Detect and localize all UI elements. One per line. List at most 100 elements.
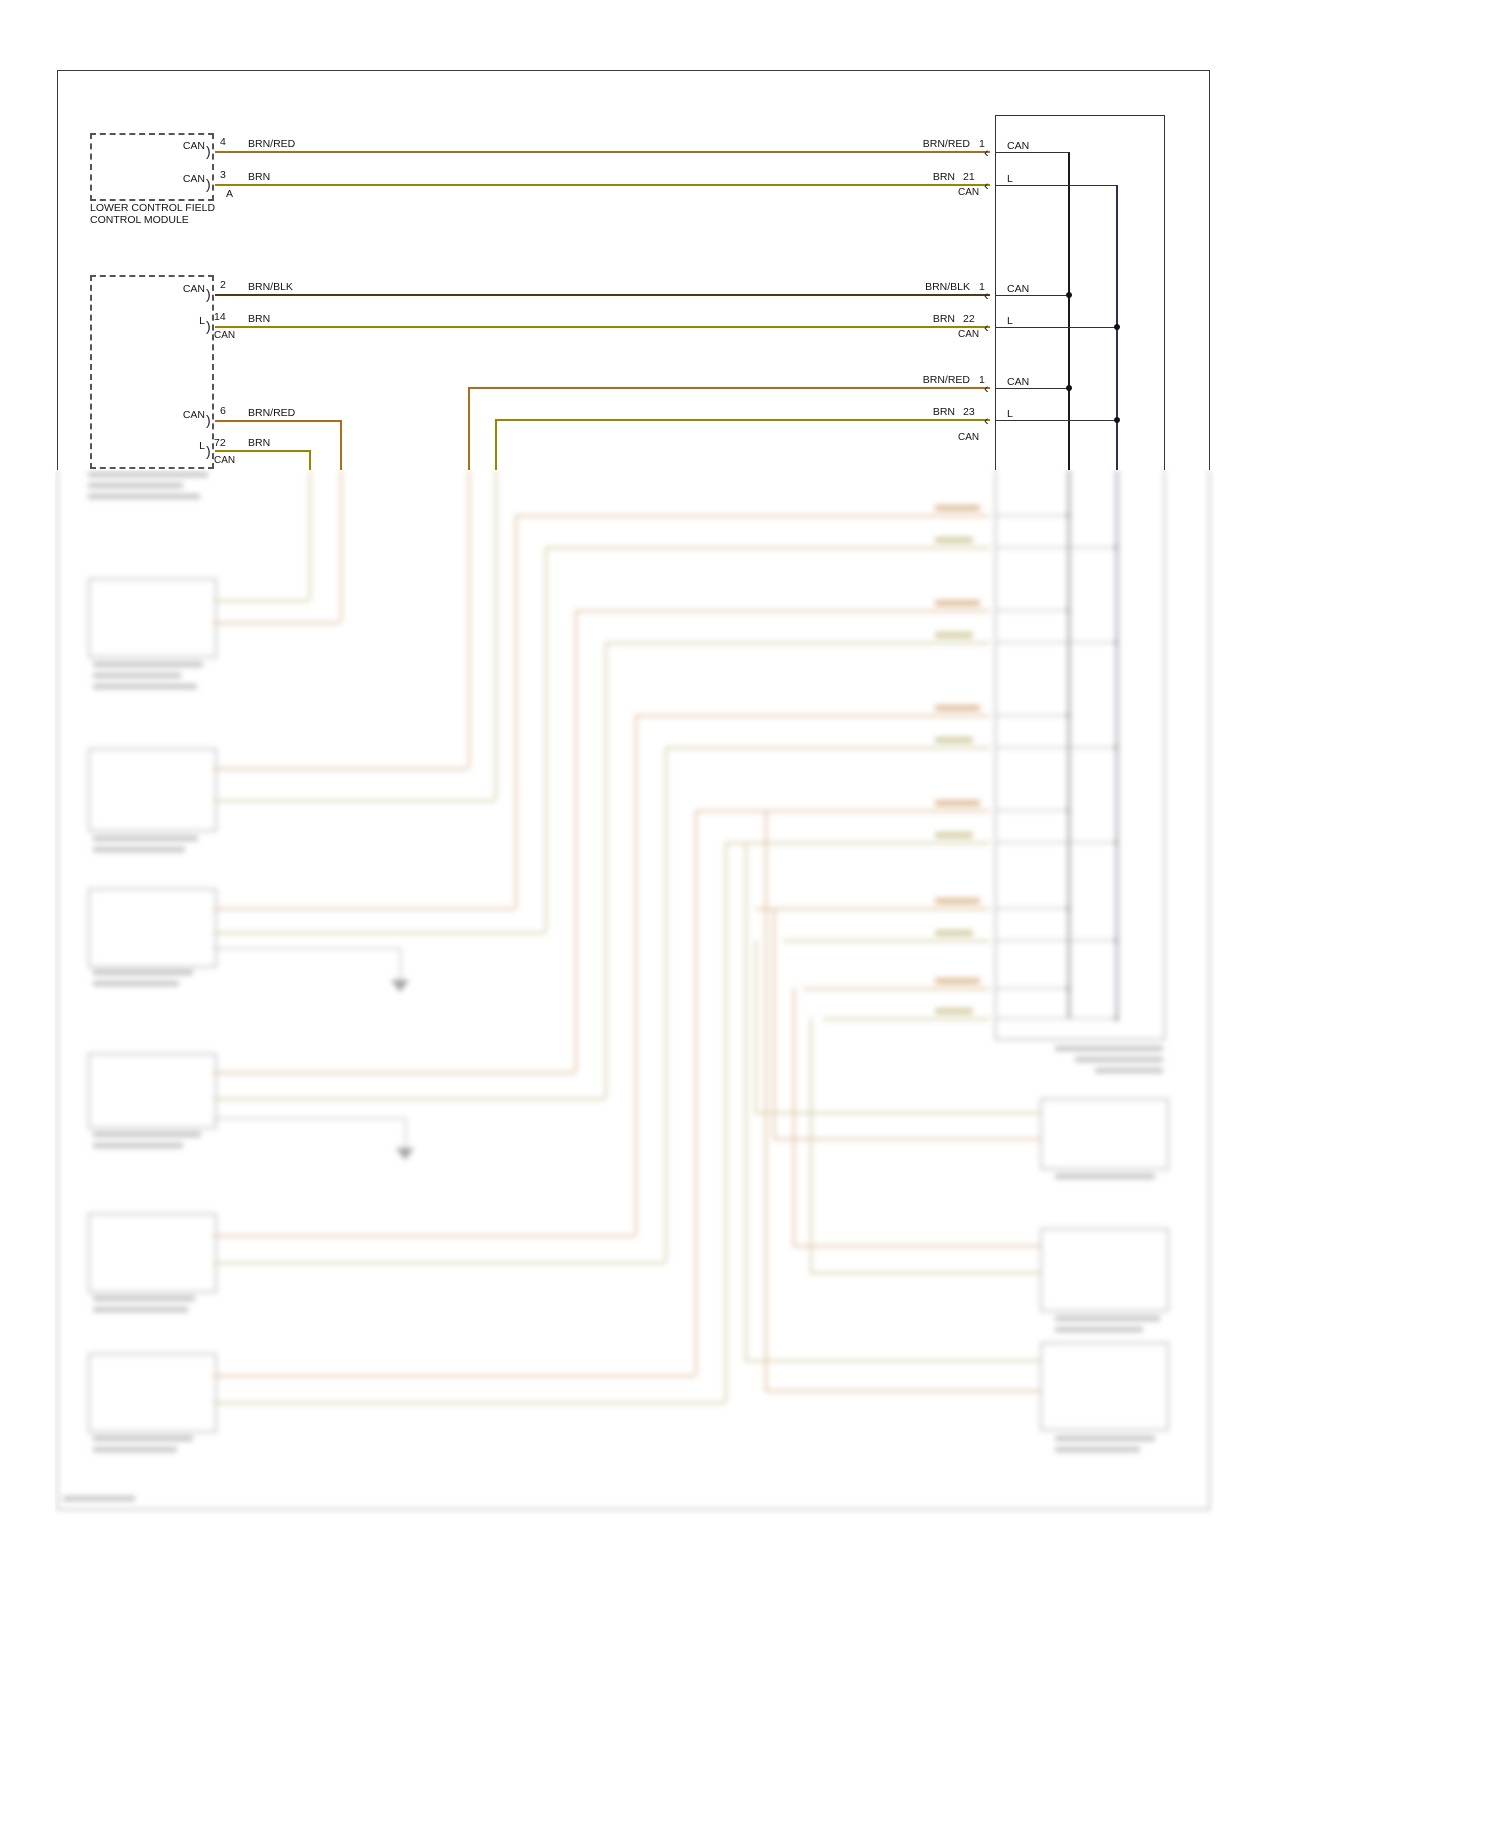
component-box [88,1213,217,1293]
pin-bracket-icon: ) [206,176,211,192]
label-bar [93,1143,183,1148]
right-pin-number: 22 [963,313,975,325]
junction-dot [1066,986,1071,991]
wire-segment [725,842,990,844]
component-box [88,888,217,968]
in-box-stub [995,185,1117,186]
wire-segment [810,1018,812,1272]
junction-dot [1114,938,1119,943]
wire-segment [605,642,990,644]
pin-bracket-icon: ) [206,143,211,159]
l-bus-line [1116,470,1118,1018]
wire-segment [213,600,309,602]
label-bar [1055,1046,1163,1051]
right-wire-label: BRN/RED [922,138,970,150]
wire-label: BRN/BLK [248,281,293,293]
wire-label: BRN [248,171,271,183]
wire-segment [755,908,990,910]
wire-label: BRN/RED [248,407,296,419]
wire-segment [755,1112,1040,1114]
pin-bracket-icon: ) [206,286,211,302]
right-row-note: CAN [958,329,980,340]
wire-segment [495,470,497,800]
wire-segment [665,747,667,1262]
in-box-stub [995,810,1068,811]
in-box-stub [995,715,1068,716]
label-bar [93,981,179,986]
wire-segment [215,294,990,296]
junction-dot [1114,545,1119,550]
wire-segment [470,387,990,389]
right-pin-number: 1 [979,281,985,293]
junction-dot [1066,513,1071,518]
diagram-frame [57,1509,1210,1510]
label-bar [935,800,980,806]
wire-arrow-icon: ‹ [984,144,989,160]
pin-bracket-icon: ) [206,443,211,459]
junction-dot [1114,1016,1119,1021]
component-box [1040,1098,1169,1170]
in-box-stub [995,295,1069,296]
wire-arrow-icon: ‹ [984,287,989,303]
connector-box-edge [1164,470,1165,1040]
wire-segment [725,842,727,1402]
label-bar [93,662,203,667]
wire-segment [215,184,990,186]
wire-segment [773,1138,1040,1140]
wire-segment [215,151,990,153]
label-bar [93,1447,177,1452]
in-box-stub [995,388,1069,389]
wire-segment [545,547,990,549]
junction-dot [1066,292,1072,298]
module2-pin2-signal: L [199,315,205,327]
label-bar [935,1008,973,1014]
component-box [1040,1228,1169,1312]
right-wire-label: BRN [932,406,955,418]
module2-pin3-signal: CAN [182,409,205,421]
wire-arrow-icon: ‹ [984,177,989,193]
wire-segment [515,515,517,908]
wire-segment [793,1245,1040,1247]
label-bar [88,472,208,477]
label-bar [93,1296,195,1301]
label-bar [88,494,200,499]
lower-control-module-box [90,133,214,201]
label-bar [93,847,185,852]
label-bar [93,1132,201,1137]
wire-segment [765,810,767,1390]
right-pin-number: 23 [963,406,975,418]
module2-pin1-number: 2 [220,279,226,291]
connector-box-edge [995,1039,1165,1040]
ground-wire [405,1118,406,1148]
ground-wire [213,1118,405,1119]
connector-box-edge [995,115,1165,116]
label-bar [93,836,198,841]
label-bar [93,673,181,678]
blurred-diagram-region [55,470,1215,1522]
label-bar [1055,1436,1155,1441]
ground-icon [391,980,409,992]
component-box [88,1053,217,1129]
in-box-stub [995,152,1069,153]
module1-name-line1: LOWER CONTROL FIELD [90,202,216,214]
wire-segment [793,988,795,1245]
junction-dot [1066,713,1071,718]
wire-segment [575,610,577,1072]
ground-icon [396,1148,414,1160]
wire-segment [309,470,311,600]
connector-box-edge [995,115,996,470]
right-signal-label: L [1007,173,1013,185]
label-bar [935,978,980,984]
label-bar [93,1436,193,1441]
wire-arrow-icon: ‹ [984,319,989,335]
in-box-stub [995,908,1068,909]
right-pin-number: 21 [963,171,975,183]
right-wire-label: BRN [932,313,955,325]
wire-segment [495,419,497,470]
wire-label: BRN [248,437,271,449]
label-bar [935,505,980,511]
label-bar [1095,1068,1163,1073]
in-box-stub [995,988,1068,989]
component-box [88,1353,217,1433]
label-bar [1055,1447,1140,1452]
